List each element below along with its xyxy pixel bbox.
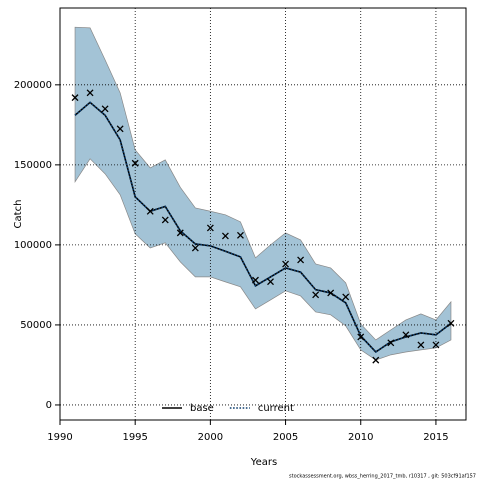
observation <box>71 94 79 102</box>
y-axis-label: Catch <box>13 200 24 229</box>
observation <box>417 341 425 349</box>
observation <box>161 216 169 224</box>
observation <box>402 331 410 339</box>
observation <box>116 125 124 133</box>
observation <box>176 229 184 237</box>
series-line <box>74 101 452 354</box>
x-tick-label: 2010 <box>348 432 373 443</box>
observation <box>282 260 290 268</box>
x-tick-label: 1995 <box>122 432 147 443</box>
y-tick-label: 0 <box>46 400 52 411</box>
legend-label: base <box>190 403 214 414</box>
observation <box>146 207 154 215</box>
observation <box>206 224 214 232</box>
y-tick-label: 50000 <box>20 320 52 331</box>
observation <box>101 105 109 113</box>
observation <box>372 356 380 364</box>
observation <box>191 244 199 252</box>
observation <box>236 231 244 239</box>
x-tick-label: 1990 <box>47 432 72 443</box>
observation <box>357 333 365 341</box>
observation <box>221 232 229 240</box>
observation <box>327 289 335 297</box>
x-tick-label: 2005 <box>273 432 298 443</box>
x-axis-label: Years <box>250 457 277 468</box>
confidence-band <box>74 26 452 361</box>
observation <box>312 291 320 299</box>
plot-frame <box>59 7 467 421</box>
y-tick-label: 200000 <box>14 80 52 91</box>
footnote: stockassessment.org, wbss_herring_2017_t… <box>289 474 476 480</box>
observation <box>131 159 139 167</box>
x-tick-label: 2015 <box>423 432 448 443</box>
legend-label: current <box>258 403 294 414</box>
observation <box>447 319 455 327</box>
y-tick-label: 100000 <box>14 240 52 251</box>
observation <box>342 293 350 301</box>
observation <box>297 256 305 264</box>
x-tick-label: 2000 <box>198 432 223 443</box>
observation <box>387 339 395 347</box>
y-tick-label: 150000 <box>14 160 52 171</box>
observation <box>267 278 274 286</box>
observation <box>86 89 94 97</box>
observation <box>432 341 440 349</box>
observation <box>252 276 259 284</box>
